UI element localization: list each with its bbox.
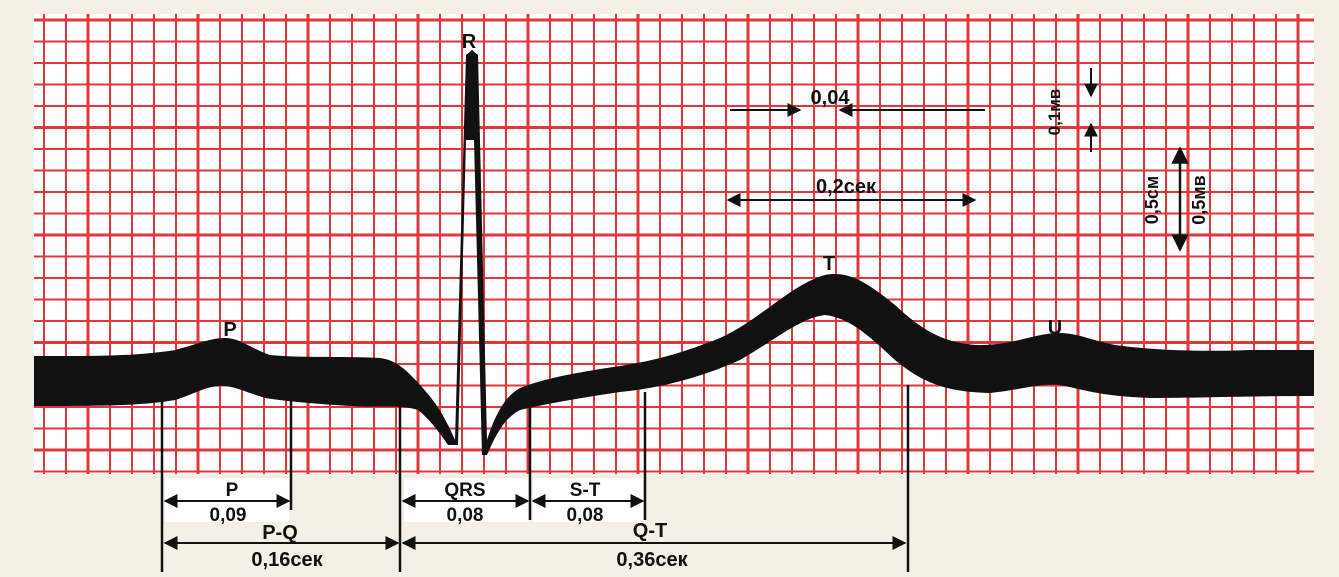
- qt-interval-value: 0,36сек: [616, 549, 688, 571]
- qrs-interval-name: QRS: [444, 480, 485, 501]
- interval-boundaries: [160, 385, 910, 572]
- st-interval-value: 0,08: [567, 505, 604, 526]
- ecg-trace: [34, 50, 1314, 455]
- big-square-time-label: 0,2сек: [816, 176, 877, 198]
- pq-interval-name: P-Q: [262, 522, 298, 544]
- qrs-interval-value: 0,08: [447, 505, 484, 526]
- qt-interval-name: Q-T: [633, 520, 667, 542]
- p-interval-name: P: [226, 480, 239, 501]
- small-amplitude-label: 0,1мв: [1045, 89, 1064, 136]
- pq-interval-value: 0,16сек: [251, 549, 323, 571]
- big-size-label: 0,5см: [1142, 176, 1162, 224]
- t-wave-label: T: [823, 253, 835, 275]
- small-square-time-label: 0,04: [811, 87, 851, 109]
- p-wave-label: P: [223, 319, 236, 341]
- st-interval-name: S-T: [570, 480, 601, 501]
- grid: [34, 14, 1314, 474]
- big-amplitude-label: 0,5мв: [1189, 175, 1209, 224]
- p-interval-value: 0,09: [210, 505, 247, 526]
- r-wave-label: R: [462, 31, 477, 53]
- u-wave-label: U: [1048, 317, 1062, 339]
